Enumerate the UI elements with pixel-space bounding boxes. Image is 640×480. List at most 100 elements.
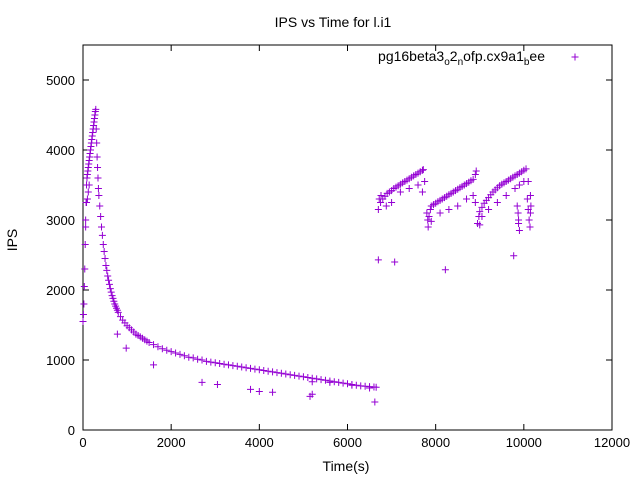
data-point [313,375,321,383]
data-point [264,367,272,375]
legend: pg16beta3o2nofp.cx9a1bee [378,48,579,68]
data-point [427,217,435,225]
data-point [513,202,521,210]
data-point [216,360,224,367]
data-point [469,175,477,183]
data-point [308,378,316,386]
data-point [255,388,263,395]
data-point [463,195,471,203]
data-point [114,308,122,316]
data-point [260,367,268,374]
data-point [317,376,325,384]
data-point [150,341,158,349]
data-point [424,223,432,231]
data-point [523,195,531,203]
data-point [107,288,115,296]
data-point [445,206,453,213]
data-point [233,362,241,370]
data-point [106,285,114,293]
data-point [224,361,232,369]
data-point [471,171,479,178]
data-point [291,371,299,379]
data-point [80,283,88,290]
data-point [511,185,519,192]
data-point [185,353,193,361]
data-point [94,174,102,182]
data-point [525,216,533,224]
data-point [372,383,380,391]
data-point [436,209,444,217]
plot-frame [82,44,613,431]
y-tick-label: 2000 [46,283,75,298]
data-point [478,203,486,211]
data-point [238,363,246,371]
data-point [426,206,434,213]
data-point [154,343,162,351]
data-point [321,376,329,384]
data-point [335,378,343,386]
data-point [396,188,404,196]
data-point [81,265,89,273]
data-point [98,231,106,239]
legend-marker [571,53,579,61]
data-point [99,241,107,248]
data-point [476,208,484,216]
data-point [485,206,493,213]
data-point [375,195,383,203]
data-point [104,272,112,280]
data-point [282,370,290,378]
data-point [207,358,215,366]
data-point [454,202,462,210]
data-point [189,354,197,362]
data-point [344,380,351,388]
data-point [374,206,382,213]
x-tick-label: 12000 [594,435,630,450]
data-point [79,311,87,318]
x-tick-label: 2000 [157,435,186,450]
data-point [425,213,433,220]
data-point [526,223,534,231]
legend-label: pg16beta3o2nofp.cx9a1bee [378,48,545,68]
data-point [85,181,93,189]
data-point [295,372,303,380]
data-point [471,199,479,206]
x-axis-label: Time(s) [323,458,370,474]
data-point [163,346,171,354]
data-point [424,216,432,224]
data-point [122,344,130,352]
data-point [493,199,501,206]
data-point [92,105,100,113]
data-point [220,360,228,368]
y-tick-label: 5000 [46,73,75,88]
data-point [419,166,427,174]
data-point [326,378,334,386]
data-point [100,248,108,255]
data-point [79,318,87,325]
data-point [105,276,113,284]
axis-ticks: 0 2000 4000 6000 8000 10000 12000 0 1000 2000 3000… [46,45,630,450]
data-point [251,365,259,373]
data-point [94,164,102,171]
data-points [79,105,535,406]
data-point [299,373,307,381]
data-point [255,366,263,374]
data-point [81,241,89,248]
data-point [97,213,105,220]
data-point [105,280,113,288]
data-point [98,223,106,231]
y-tick-label: 4000 [46,143,75,158]
data-point [526,209,534,217]
data-point [150,361,158,369]
data-point [102,262,110,269]
data-point [524,178,532,185]
data-point [277,369,285,377]
data-point [172,349,180,357]
data-point [515,216,523,224]
data-point [211,359,219,367]
data-point [405,185,413,192]
data-point [304,374,312,381]
data-point [286,371,294,379]
data-point [527,202,535,210]
